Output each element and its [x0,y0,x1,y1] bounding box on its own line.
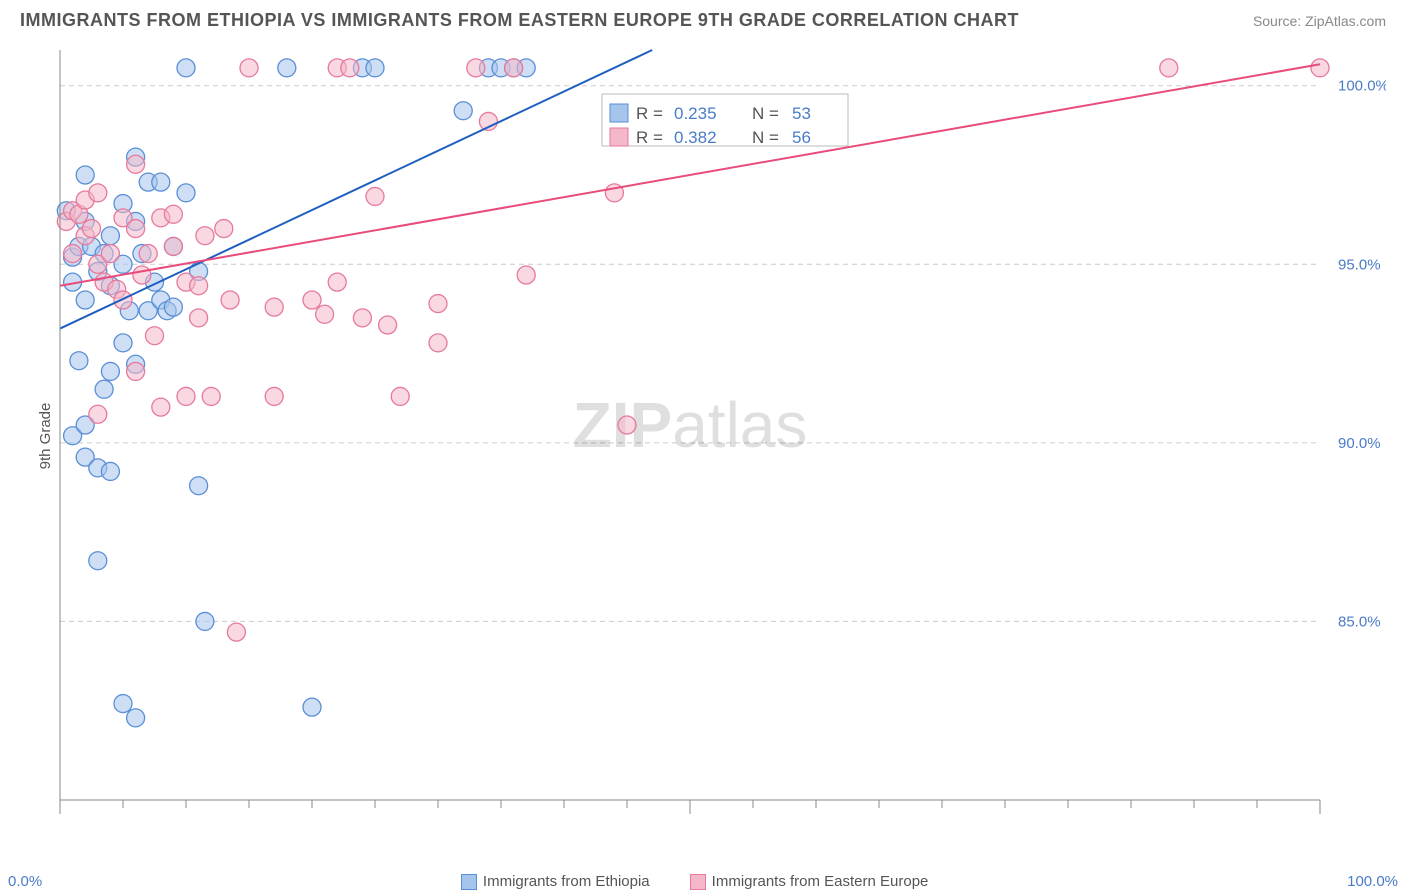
data-point [114,334,132,352]
data-point [278,59,296,77]
x-axis-max-label: 100.0% [1347,873,1398,890]
data-point [177,387,195,405]
legend-swatch [610,128,628,146]
data-point [341,59,359,77]
data-point [227,623,245,641]
legend-label: Immigrants from Ethiopia [483,873,650,890]
data-point [353,309,371,327]
data-point [429,295,447,313]
x-axis-min-label: 0.0% [8,873,42,890]
legend-swatch [610,104,628,122]
data-point [95,380,113,398]
data-point [127,220,145,238]
stats-r-label: R = [636,128,663,147]
data-point [177,184,195,202]
data-point [366,187,384,205]
data-point [190,309,208,327]
data-point [467,59,485,77]
data-point [328,273,346,291]
data-point [89,405,107,423]
stats-r-value: 0.382 [674,128,717,147]
y-tick-label: 100.0% [1338,78,1386,95]
data-point [303,698,321,716]
data-point [101,227,119,245]
data-point [139,245,157,263]
data-point [196,227,214,245]
data-point [164,205,182,223]
stats-n-label: N = [752,104,779,123]
stats-r-label: R = [636,104,663,123]
data-point [152,173,170,191]
data-point [379,316,397,334]
data-point [89,184,107,202]
legend-swatch [690,874,706,890]
data-point [164,298,182,316]
legend-label: Immigrants from Eastern Europe [712,873,929,890]
stats-n-value: 53 [792,104,811,123]
data-point [265,387,283,405]
legend-items: Immigrants from Ethiopia Immigrants from … [461,873,928,890]
data-point [265,298,283,316]
data-point [146,327,164,345]
data-point [76,291,94,309]
source-label: Source: ZipAtlas.com [1253,13,1386,29]
data-point [618,416,636,434]
data-point [127,709,145,727]
data-point [429,334,447,352]
data-point [64,245,82,263]
data-point [101,245,119,263]
data-point [240,59,258,77]
y-axis-label: 9th Grade [37,403,54,470]
data-point [83,220,101,238]
legend-swatch [461,874,477,890]
y-tick-label: 85.0% [1338,613,1381,630]
chart-title: IMMIGRANTS FROM ETHIOPIA VS IMMIGRANTS F… [20,10,1019,31]
stats-n-value: 56 [792,128,811,147]
data-point [391,387,409,405]
data-point [505,59,523,77]
bottom-legend-bar: 0.0% Immigrants from EthiopiaImmigrants … [0,873,1406,890]
y-tick-label: 90.0% [1338,435,1381,452]
data-point [133,266,151,284]
data-point [101,362,119,380]
data-point [101,462,119,480]
stats-n-label: N = [752,128,779,147]
data-point [1160,59,1178,77]
watermark: ZIPatlas [573,389,808,461]
data-point [196,612,214,630]
data-point [202,387,220,405]
legend-item: Immigrants from Eastern Europe [690,873,929,890]
data-point [221,291,239,309]
data-point [70,352,88,370]
data-point [316,305,334,323]
data-point [152,398,170,416]
legend-item: Immigrants from Ethiopia [461,873,650,890]
data-point [127,362,145,380]
scatter-chart: 85.0% 90.0% 95.0% 100.0% ZIPatlas R = 0.235 N =… [50,40,1386,832]
data-point [127,155,145,173]
data-point [366,59,384,77]
data-point [190,277,208,295]
data-point [1311,59,1329,77]
y-tick-label: 95.0% [1338,256,1381,273]
data-point [215,220,233,238]
data-point [517,266,535,284]
data-point [190,477,208,495]
data-point [76,166,94,184]
stats-r-value: 0.235 [674,104,717,123]
data-point [89,552,107,570]
chart-container: 9th Grade 85.0%90.0%95.0%100.0%ZIPatlasR… [50,40,1386,832]
data-point [114,695,132,713]
data-point [454,102,472,120]
data-point [303,291,321,309]
data-point [164,237,182,255]
data-point [177,59,195,77]
